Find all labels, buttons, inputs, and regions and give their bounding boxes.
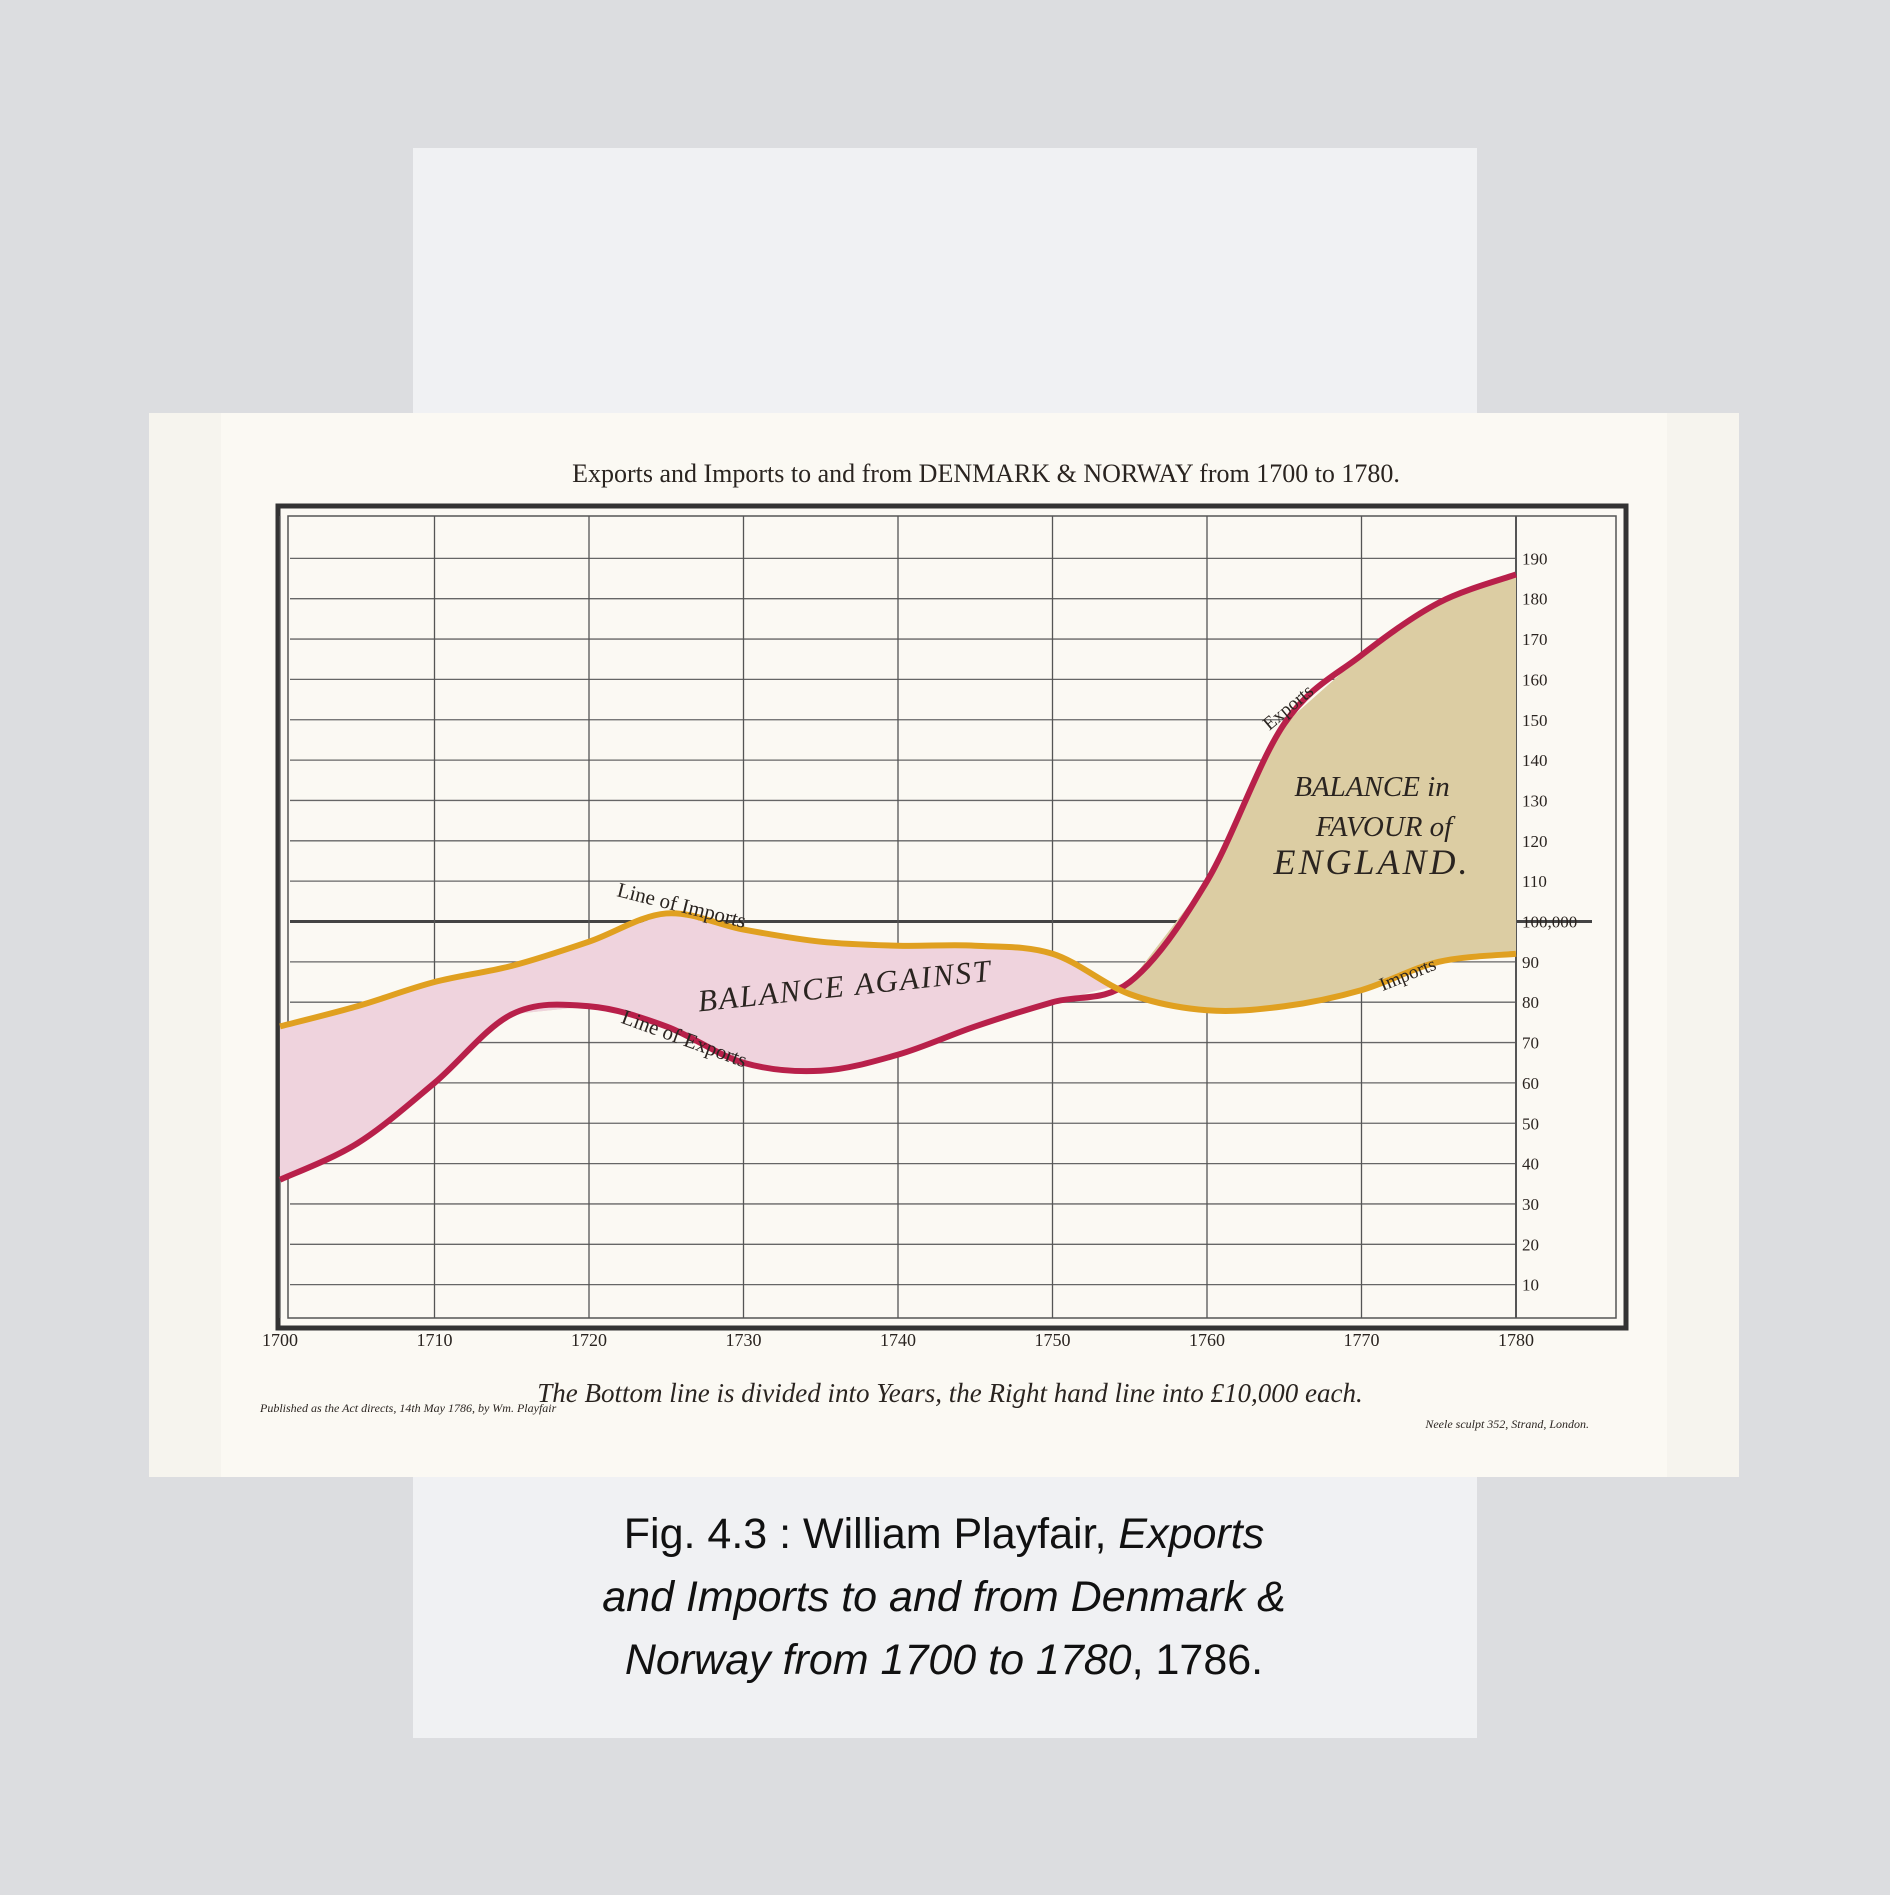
caption-title: Exports [1118, 1510, 1264, 1558]
x-tick-label: 1700 [262, 1330, 298, 1350]
y-tick-label: 120 [1522, 832, 1548, 851]
annotation: BALANCE in [1294, 771, 1449, 803]
y-tick-label: 150 [1522, 711, 1548, 730]
y-tick-label: 10 [1522, 1276, 1539, 1295]
series-line [279, 910, 1517, 1030]
y-tick-label: 40 [1522, 1155, 1539, 1174]
caption-suffix: , 1786. [1132, 1636, 1264, 1684]
y-tick-label: 170 [1522, 630, 1548, 649]
y-tick-label: 70 [1522, 1034, 1539, 1053]
inner-frame [287, 515, 1617, 1319]
x-tick-label: 1770 [1344, 1330, 1380, 1350]
chart-title: Exports and Imports to and from DENMARK … [572, 459, 1400, 488]
note: The Bottom line is divided into Years, t… [537, 1378, 1362, 1408]
x-tick-label: 1710 [417, 1330, 453, 1350]
y-tick-label: 50 [1522, 1114, 1539, 1133]
y-tick-label: 190 [1522, 549, 1548, 568]
caption-title: Norway from 1700 to 1780 [625, 1636, 1132, 1684]
caption-line: Fig. 4.3 : William Playfair, Exports [624, 1510, 1264, 1558]
annotation: FAVOUR of [1315, 811, 1456, 843]
y-tick-label: 100,000 [1522, 913, 1577, 932]
y-tick-label: 30 [1522, 1195, 1539, 1214]
caption-line: Norway from 1700 to 1780, 1786. [625, 1636, 1263, 1684]
x-tick-label: 1780 [1498, 1330, 1534, 1350]
x-tick-label: 1730 [726, 1330, 762, 1350]
engraver: Neele sculpt 352, Strand, London. [1424, 1417, 1589, 1431]
y-tick-label: 180 [1522, 590, 1548, 609]
x-tick-label: 1760 [1189, 1330, 1225, 1350]
caption-prefix: Fig. 4.3 : William Playfair, [624, 1510, 1107, 1558]
x-tick-label: 1720 [571, 1330, 607, 1350]
y-tick-label: 140 [1522, 751, 1548, 770]
series-line [278, 571, 1518, 1183]
y-tick-label: 110 [1522, 872, 1547, 891]
frame [275, 503, 1629, 1331]
x-tick-label: 1740 [880, 1330, 916, 1350]
y-tick-label: 160 [1522, 670, 1548, 689]
y-tick-label: 60 [1522, 1074, 1539, 1093]
y-tick-label: 130 [1522, 791, 1548, 810]
lines [278, 571, 1518, 1183]
imprint: Published as the Act directs, 14th May 1… [259, 1401, 557, 1415]
caption-title: and Imports to and from Denmark & [602, 1573, 1286, 1621]
y-tick-label: 90 [1522, 953, 1539, 972]
annotation: ENGLAND. [1272, 842, 1470, 882]
x-tick-label: 1750 [1035, 1330, 1071, 1350]
y-tick-label: 80 [1522, 993, 1539, 1012]
y-tick-label: 20 [1522, 1235, 1539, 1254]
